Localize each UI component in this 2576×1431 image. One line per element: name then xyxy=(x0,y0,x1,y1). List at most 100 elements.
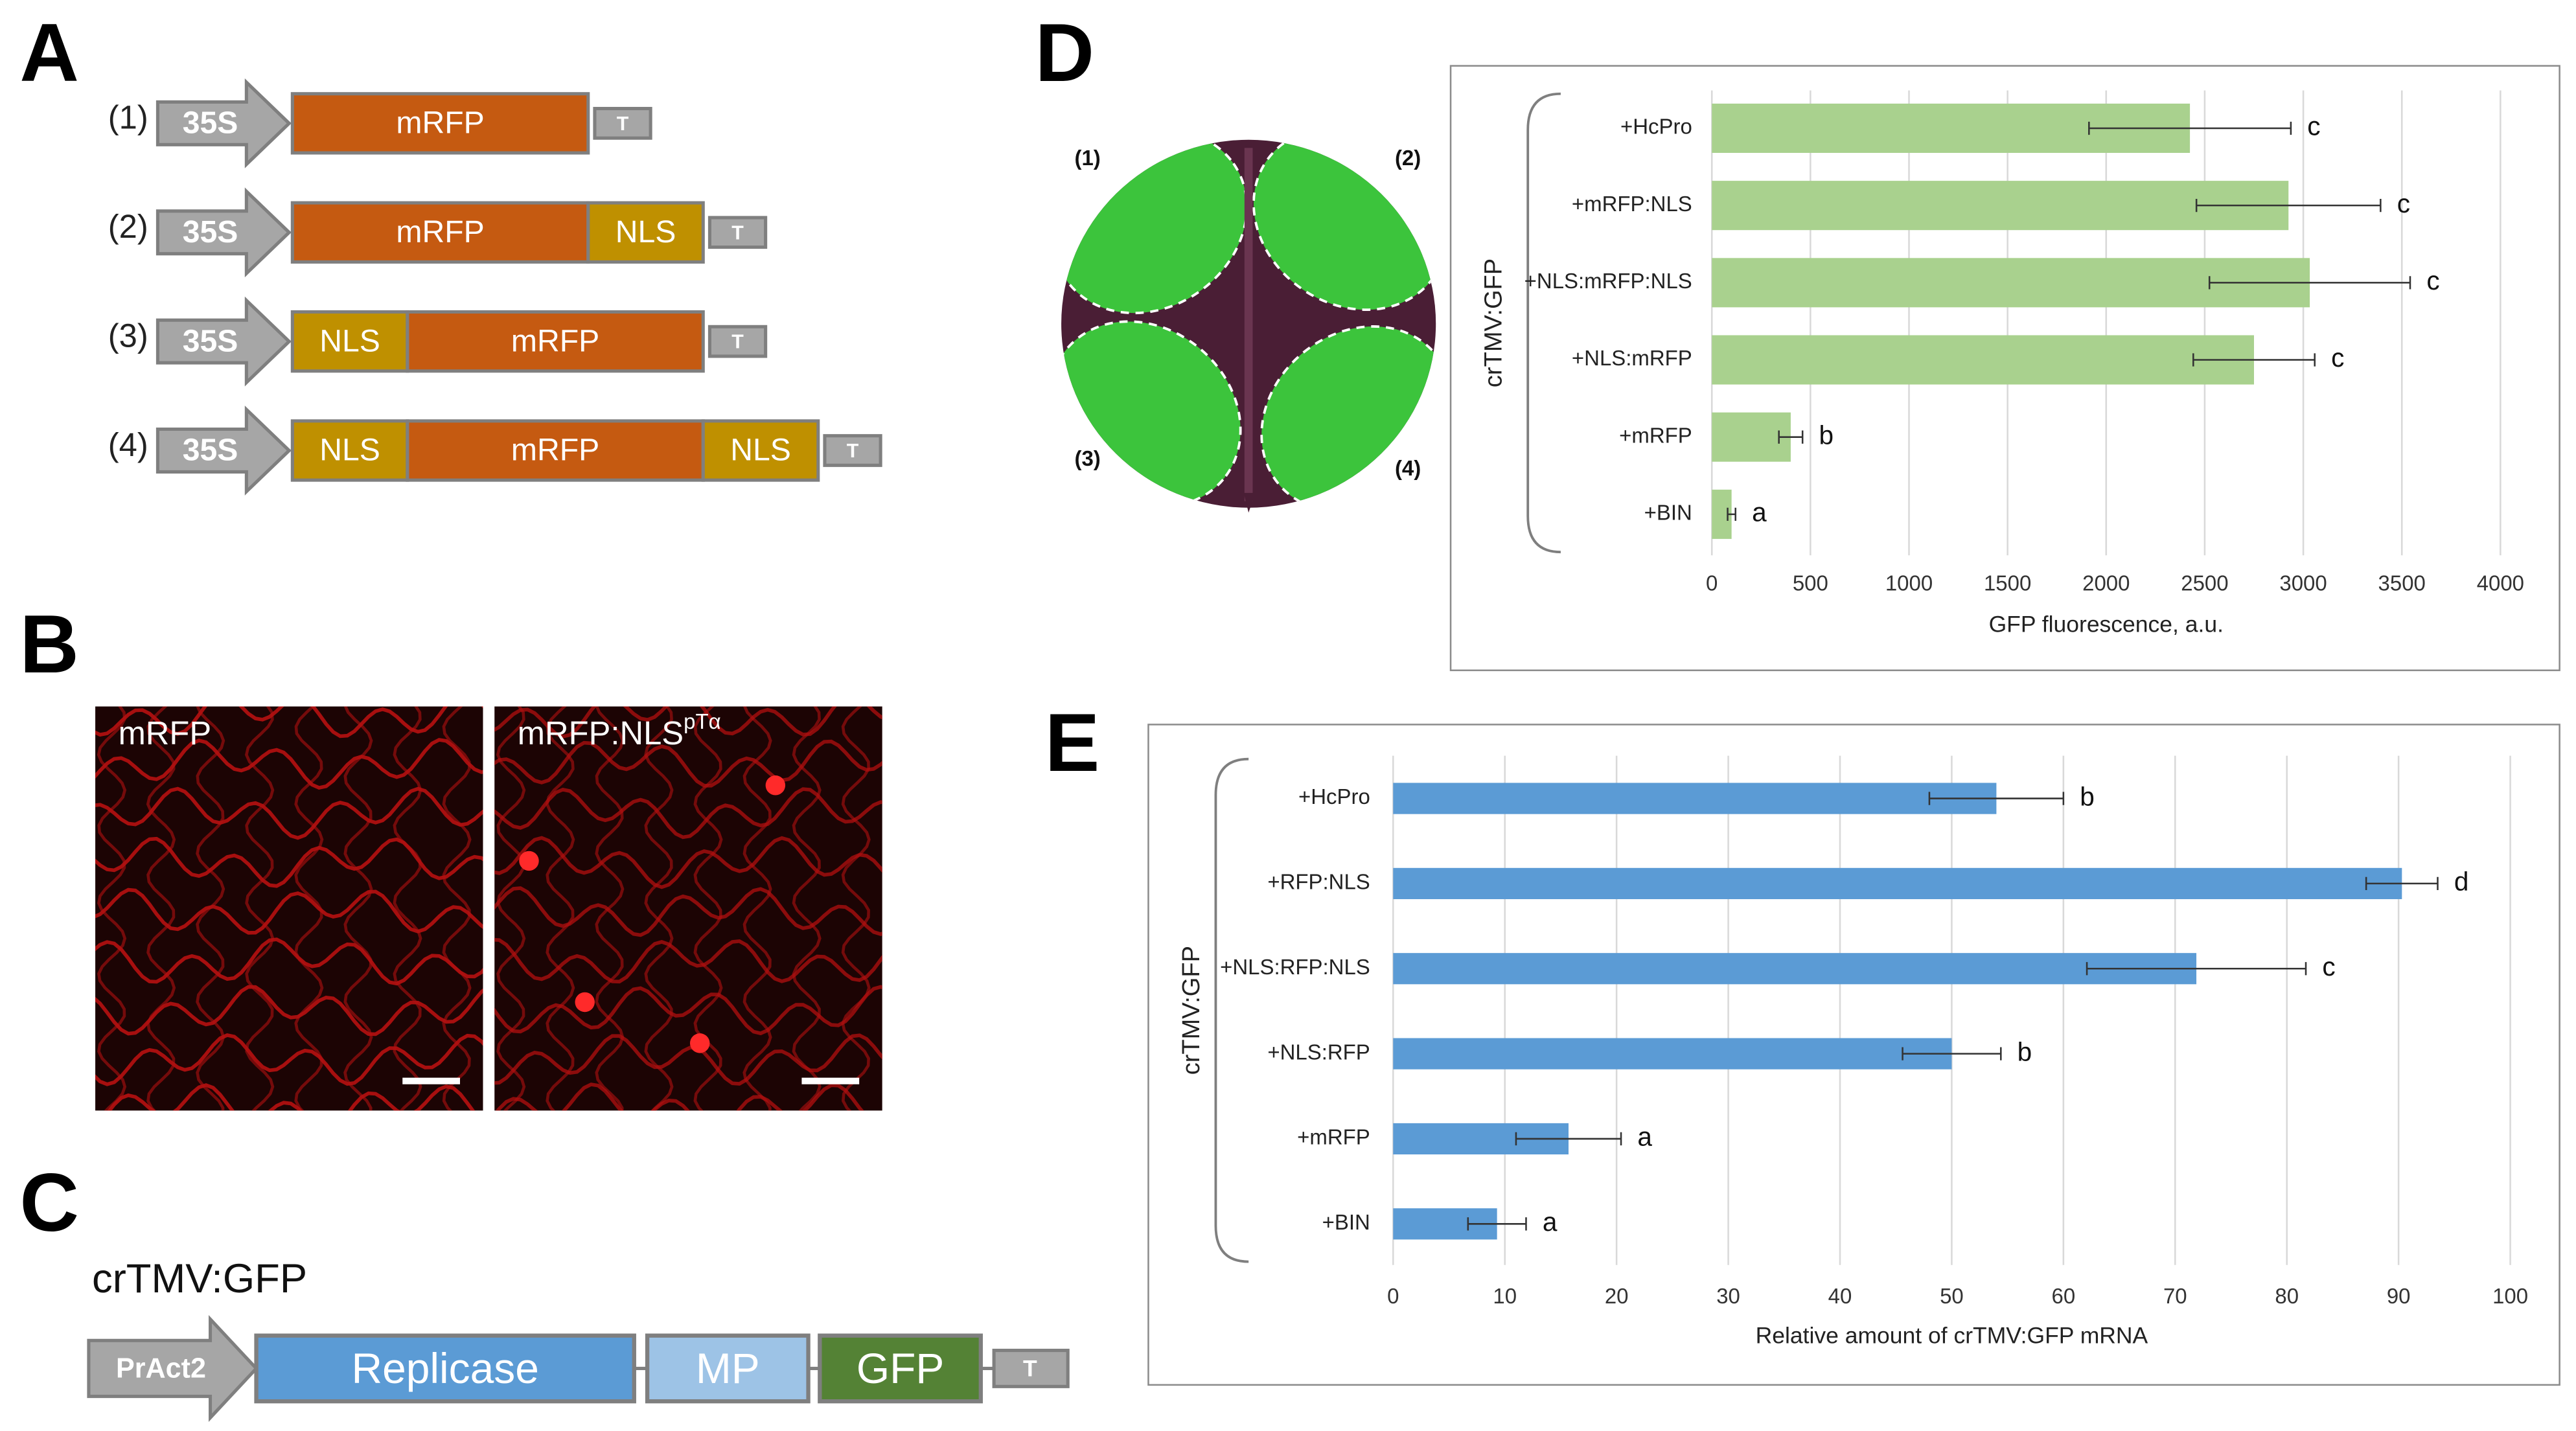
cell-wall xyxy=(742,706,772,1111)
nucleus xyxy=(575,992,595,1013)
cell-wall xyxy=(343,706,373,1111)
terminator xyxy=(823,434,882,467)
y-axis-label: crTMV:GFP xyxy=(1480,258,1508,387)
bar xyxy=(1393,783,1997,814)
promoter-label: PrAct2 xyxy=(116,1353,206,1384)
cell-wall xyxy=(494,1033,882,1086)
promoter-label: 35S xyxy=(183,214,238,249)
construct-number: (1) xyxy=(108,99,148,136)
leaf-label: (3) xyxy=(1075,446,1101,470)
promoter-arrow xyxy=(87,1314,259,1422)
panel-label: C xyxy=(19,1156,79,1248)
gene-label: GFP xyxy=(857,1344,944,1392)
y-tick-label: +NLS:mRFP xyxy=(1572,346,1692,370)
significance-letter: a xyxy=(1637,1122,1652,1152)
promoter-label: 35S xyxy=(183,323,238,358)
gene-label: NLS xyxy=(730,433,791,468)
y-tick-label: +NLS:RFP:NLS xyxy=(1220,955,1370,979)
y-tick-label: +mRFP:NLS xyxy=(1572,192,1692,216)
y-tick-label: +RFP:NLS xyxy=(1267,870,1370,894)
error-bar xyxy=(1467,1217,1527,1231)
y-tick-label: +HcPro xyxy=(1298,784,1370,808)
stem xyxy=(1243,492,1256,513)
bar xyxy=(1712,335,2254,385)
promoter-label: 35S xyxy=(183,433,238,468)
gene-box xyxy=(406,419,705,482)
bar xyxy=(1393,1038,1952,1070)
bar xyxy=(1712,181,2289,231)
x-tick-label: 70 xyxy=(2163,1284,2187,1308)
cell-wall xyxy=(393,706,422,1111)
cell-wall xyxy=(97,706,127,1111)
x-tick-label: 500 xyxy=(1793,571,1828,595)
significance-letter: c xyxy=(2307,111,2320,141)
x-tick-label: 3500 xyxy=(2378,571,2426,595)
promoter-arrow xyxy=(155,187,292,278)
cell-wall xyxy=(95,738,483,790)
x-tick-label: 90 xyxy=(2387,1284,2411,1308)
gene-box xyxy=(290,92,590,155)
error-bar xyxy=(2365,876,2439,891)
cell-wall xyxy=(244,706,275,1111)
cell-wall xyxy=(644,706,674,1111)
nucleus xyxy=(690,1033,710,1053)
cell-wall xyxy=(494,886,882,937)
category-brace xyxy=(1526,92,1561,554)
x-tick-label: 60 xyxy=(2052,1284,2076,1308)
x-tick-label: 4000 xyxy=(2477,571,2524,595)
cell-wall xyxy=(95,937,483,986)
cell-wall xyxy=(545,706,575,1111)
cell-outlines xyxy=(95,706,483,1111)
gene-box xyxy=(586,201,705,264)
bar xyxy=(1712,412,1791,462)
error-bar xyxy=(1727,507,1736,521)
y-tick-label: +HcPro xyxy=(1620,115,1692,139)
terminator-label: T xyxy=(847,440,859,462)
terminator xyxy=(707,325,768,358)
significance-letter: a xyxy=(1752,498,1767,527)
zone-outline xyxy=(1061,139,1248,315)
x-tick-label: 20 xyxy=(1605,1284,1629,1308)
gene-label: mRFP xyxy=(511,323,599,358)
promoter-arrow xyxy=(155,78,292,168)
construct-number: (4) xyxy=(108,426,148,463)
terminator-label: T xyxy=(731,331,744,353)
terminator-label: T xyxy=(617,113,629,135)
error-bar xyxy=(2195,199,2382,212)
significance-letter: d xyxy=(2454,867,2469,897)
gene-box xyxy=(645,1333,811,1404)
construct-number: (3) xyxy=(108,317,148,354)
error-bar xyxy=(2208,276,2411,290)
cell-wall xyxy=(494,985,882,1036)
cell-wall xyxy=(792,706,822,1111)
x-tick-label: 50 xyxy=(1940,1284,1964,1308)
terminator xyxy=(707,216,768,249)
x-tick-label: 30 xyxy=(1716,1284,1740,1308)
leaf-label: (4) xyxy=(1395,456,1421,480)
significance-letter: c xyxy=(2322,952,2335,981)
significance-letter: c xyxy=(2331,343,2344,372)
bar xyxy=(1393,867,2402,899)
y-axis-label: crTMV:GFP xyxy=(1178,946,1205,1075)
error-bar xyxy=(1778,430,1804,444)
cell-wall xyxy=(442,706,472,1111)
terminator xyxy=(992,1349,1070,1388)
cell-wall xyxy=(494,937,882,984)
panel-label: A xyxy=(19,6,79,98)
x-tick-label: 3000 xyxy=(2279,571,2327,595)
gene-box xyxy=(290,419,409,482)
cell-wall xyxy=(595,706,625,1111)
gene-label: mRFP xyxy=(396,214,484,249)
gene-label: mRFP xyxy=(511,433,599,468)
y-tick-label: +mRFP xyxy=(1297,1125,1370,1149)
cell-outlines xyxy=(494,706,882,1111)
gene-label: MP xyxy=(696,1344,760,1392)
x-tick-label: 80 xyxy=(2275,1284,2299,1308)
cell-wall xyxy=(841,706,871,1111)
cell-wall xyxy=(95,1033,483,1086)
panel-label: B xyxy=(19,598,79,690)
error-bar xyxy=(2086,962,2307,976)
error-bar xyxy=(1928,792,2065,805)
x-tick-label: 2500 xyxy=(2181,571,2228,595)
